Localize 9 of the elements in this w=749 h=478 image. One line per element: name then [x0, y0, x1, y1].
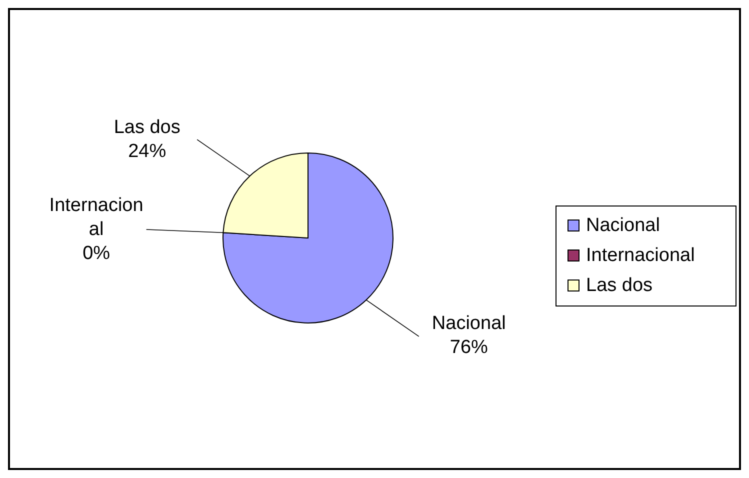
category-label: Internacional — [49, 194, 144, 240]
slice-label: Nacional — [432, 313, 506, 334]
text: 0% — [82, 242, 110, 264]
legend-label: Nacional — [586, 215, 660, 236]
legend-label: Internacional — [586, 245, 695, 266]
slice-label: Las dos — [114, 116, 180, 138]
data-label: 76% — [450, 337, 488, 358]
data-label: 24% — [128, 140, 166, 162]
legend-label: Las dos — [586, 275, 653, 296]
